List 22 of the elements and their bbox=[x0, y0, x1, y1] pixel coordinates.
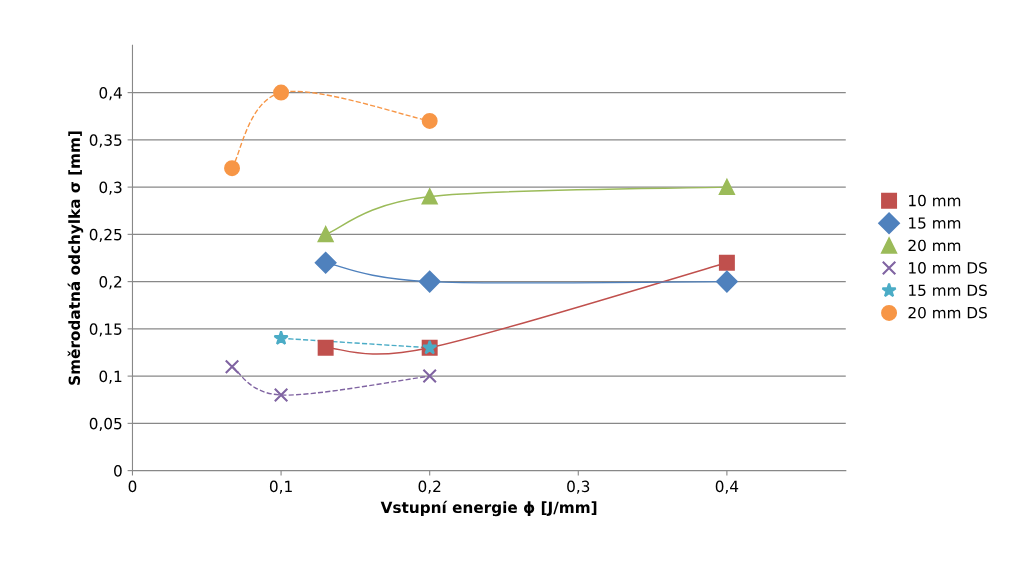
y-tick-label: 0,25 bbox=[89, 228, 122, 242]
x-tick-label: 0 bbox=[128, 480, 137, 493]
legend-label: 15 mm bbox=[909, 217, 961, 229]
y-tick-label: 0,2 bbox=[99, 276, 122, 290]
y-tick-label: 0,4 bbox=[99, 87, 122, 101]
x-tick-label: 0,3 bbox=[567, 480, 590, 494]
x-tick-label: 0,2 bbox=[418, 480, 441, 494]
y-tick-label: 0,3 bbox=[99, 181, 122, 195]
x-tick-label: 0,1 bbox=[269, 480, 292, 494]
x-axis-title: Vstupní energie ϕ [J/mm] bbox=[380, 500, 597, 517]
y-tick-label: 0,35 bbox=[89, 134, 122, 148]
legend-label: 10 mm DS bbox=[909, 262, 987, 274]
legend-label: 10 mm bbox=[909, 194, 961, 207]
legend-label: 15 mm DS bbox=[909, 284, 987, 297]
x-tick-label: 0,4 bbox=[715, 480, 739, 494]
y-tick-label: 0,1 bbox=[99, 370, 122, 384]
legend-label: 20 mm bbox=[908, 239, 961, 252]
y-tick-label: 0,05 bbox=[89, 417, 122, 431]
y-axis-title: Směrodatná odchylka σ [mm] bbox=[67, 131, 84, 385]
legend-label: 20 mm DS bbox=[908, 306, 987, 319]
y-tick-label: 0 bbox=[114, 465, 122, 477]
y-tick-label: 0,15 bbox=[89, 323, 122, 337]
